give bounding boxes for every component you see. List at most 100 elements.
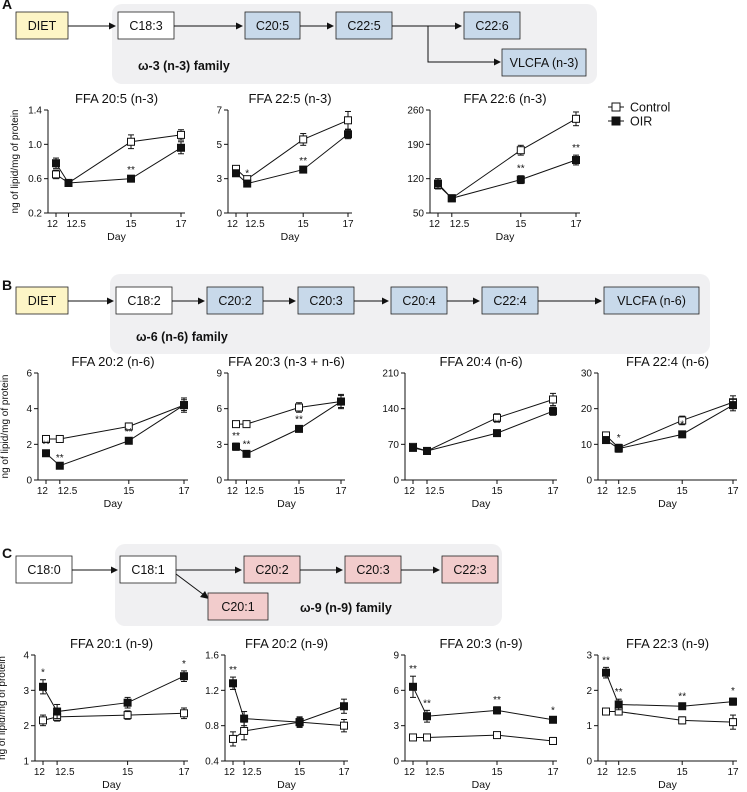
data-point (572, 156, 580, 165)
data-point (177, 143, 185, 152)
data-point (52, 170, 60, 179)
chart-9: FFA 20:2 (n-9) 0.4 0.8 1.2 1.6 12 12.5 15 17 Day *… (205, 636, 350, 791)
family-label: ω-6 (n-6) family (136, 330, 228, 344)
data-point (295, 424, 303, 433)
data-point (493, 413, 501, 422)
data-point (344, 116, 352, 125)
chart-7: FFA 22:4 (n-6) 0 10 20 30 12 12.5 15 17 Day * * (581, 354, 739, 510)
y-axis-label: ng of lipid/mg of protein (10, 110, 21, 214)
x-tick-label: 15 (515, 219, 527, 230)
chart-title: FFA 20:5 (n-3) (75, 91, 158, 106)
arrow-head (494, 58, 501, 66)
y-tick-label: 70 (388, 440, 400, 451)
data-point (678, 416, 687, 425)
y-tick-label: 9 (393, 651, 399, 662)
x-tick-label: 15 (123, 486, 135, 497)
data-point (614, 444, 623, 453)
y-tick-label: 1.6 (205, 651, 219, 662)
x-tick-label: 15 (491, 767, 503, 778)
y-tick-label: 7 (216, 106, 222, 117)
x-tick-label: 15 (122, 767, 134, 778)
series-line (235, 133, 349, 185)
chart-title: FFA 20:4 (n-6) (439, 354, 522, 369)
data-point (409, 733, 417, 742)
x-axis-label: Day (277, 498, 296, 510)
data-point (127, 174, 135, 183)
arrow-head (107, 297, 114, 305)
arrow-head (198, 297, 205, 305)
data-point (434, 179, 442, 188)
c22-6-label: C22:6 (475, 19, 508, 33)
data-point (229, 679, 237, 688)
y-tick-label: 0 (393, 476, 399, 487)
x-tick-label: 12 (227, 486, 239, 497)
x-axis-label: Day (472, 498, 491, 510)
c20-3-label: C20:3 (356, 563, 389, 577)
data-point (39, 716, 47, 725)
data-point (729, 718, 737, 727)
series-line (235, 401, 342, 455)
series-control (434, 111, 580, 203)
y-tick-label: 0 (586, 757, 592, 768)
y-tick-label: 6 (216, 404, 222, 415)
data-point (678, 702, 687, 711)
series-line (55, 147, 182, 184)
data-point (240, 714, 249, 723)
chart-title: FFA 22:5 (n-3) (248, 91, 331, 106)
data-point (602, 436, 610, 445)
data-point (123, 698, 132, 707)
x-tick-label: 12.5 (55, 767, 75, 778)
y-tick-label: 3 (23, 686, 29, 697)
chart-title: FFA 20:3 (n-9) (439, 636, 522, 651)
legend-oir-label: OIR (630, 115, 652, 129)
x-tick-label: 17 (570, 219, 582, 230)
series-oir (602, 398, 737, 453)
legend-control-marker (611, 102, 621, 112)
arrow-head (109, 22, 116, 30)
c18-0-box (15, 555, 73, 584)
c18-3-label: C18:3 (129, 19, 162, 33)
x-tick-label: 12.5 (245, 219, 265, 230)
chart-title: FFA 22:3 (n-9) (626, 636, 709, 651)
y-tick-label: 5 (216, 140, 222, 151)
y-tick-label: 210 (382, 369, 399, 380)
series-line (42, 675, 185, 713)
significance-mark: * (41, 668, 45, 679)
x-tick-label: 15 (294, 767, 306, 778)
series-line (55, 134, 182, 184)
pathway-b: DIET C18:2 C20:2 C20:3 C20:4 C22:4 VLCFA (n-6)… (15, 274, 710, 354)
c20-2-box (243, 555, 301, 584)
significance-mark: ** (572, 143, 580, 154)
x-tick-label: 12 (34, 767, 46, 778)
data-point (39, 682, 47, 691)
significance-mark: * (245, 169, 249, 180)
data-point (423, 733, 431, 742)
y-tick-label: 3 (216, 440, 222, 451)
arrow-head (327, 22, 334, 30)
x-tick-label: 12.5 (617, 767, 637, 778)
data-point (423, 446, 431, 455)
data-point (340, 721, 348, 730)
data-point (299, 165, 308, 174)
c20-5-box (244, 11, 301, 40)
data-point (295, 718, 304, 727)
chart-title: FFA 20:1 (n-9) (70, 636, 153, 651)
c18-3-box (117, 11, 175, 40)
chart-6: FFA 20:4 (n-6) 0 70 140 210 12 12.5 15 17 Day ** (382, 354, 559, 510)
arrow-head (235, 566, 242, 574)
y-axis-label: ng of lipid/mg of protein (0, 656, 8, 760)
x-axis-label: Day (104, 498, 123, 510)
series-line (412, 686, 554, 721)
y-tick-label: 10 (581, 440, 593, 451)
series-oir (52, 141, 185, 187)
y-tick-label: 1 (23, 757, 29, 768)
data-point (344, 130, 352, 139)
y-tick-label: 4 (23, 651, 29, 662)
data-point (180, 709, 188, 718)
data-point (52, 159, 60, 168)
x-tick-label: 12.5 (425, 486, 445, 497)
series-line (232, 683, 345, 723)
diet-label: DIET (28, 19, 57, 33)
c18-1-label: C18:1 (131, 563, 164, 577)
